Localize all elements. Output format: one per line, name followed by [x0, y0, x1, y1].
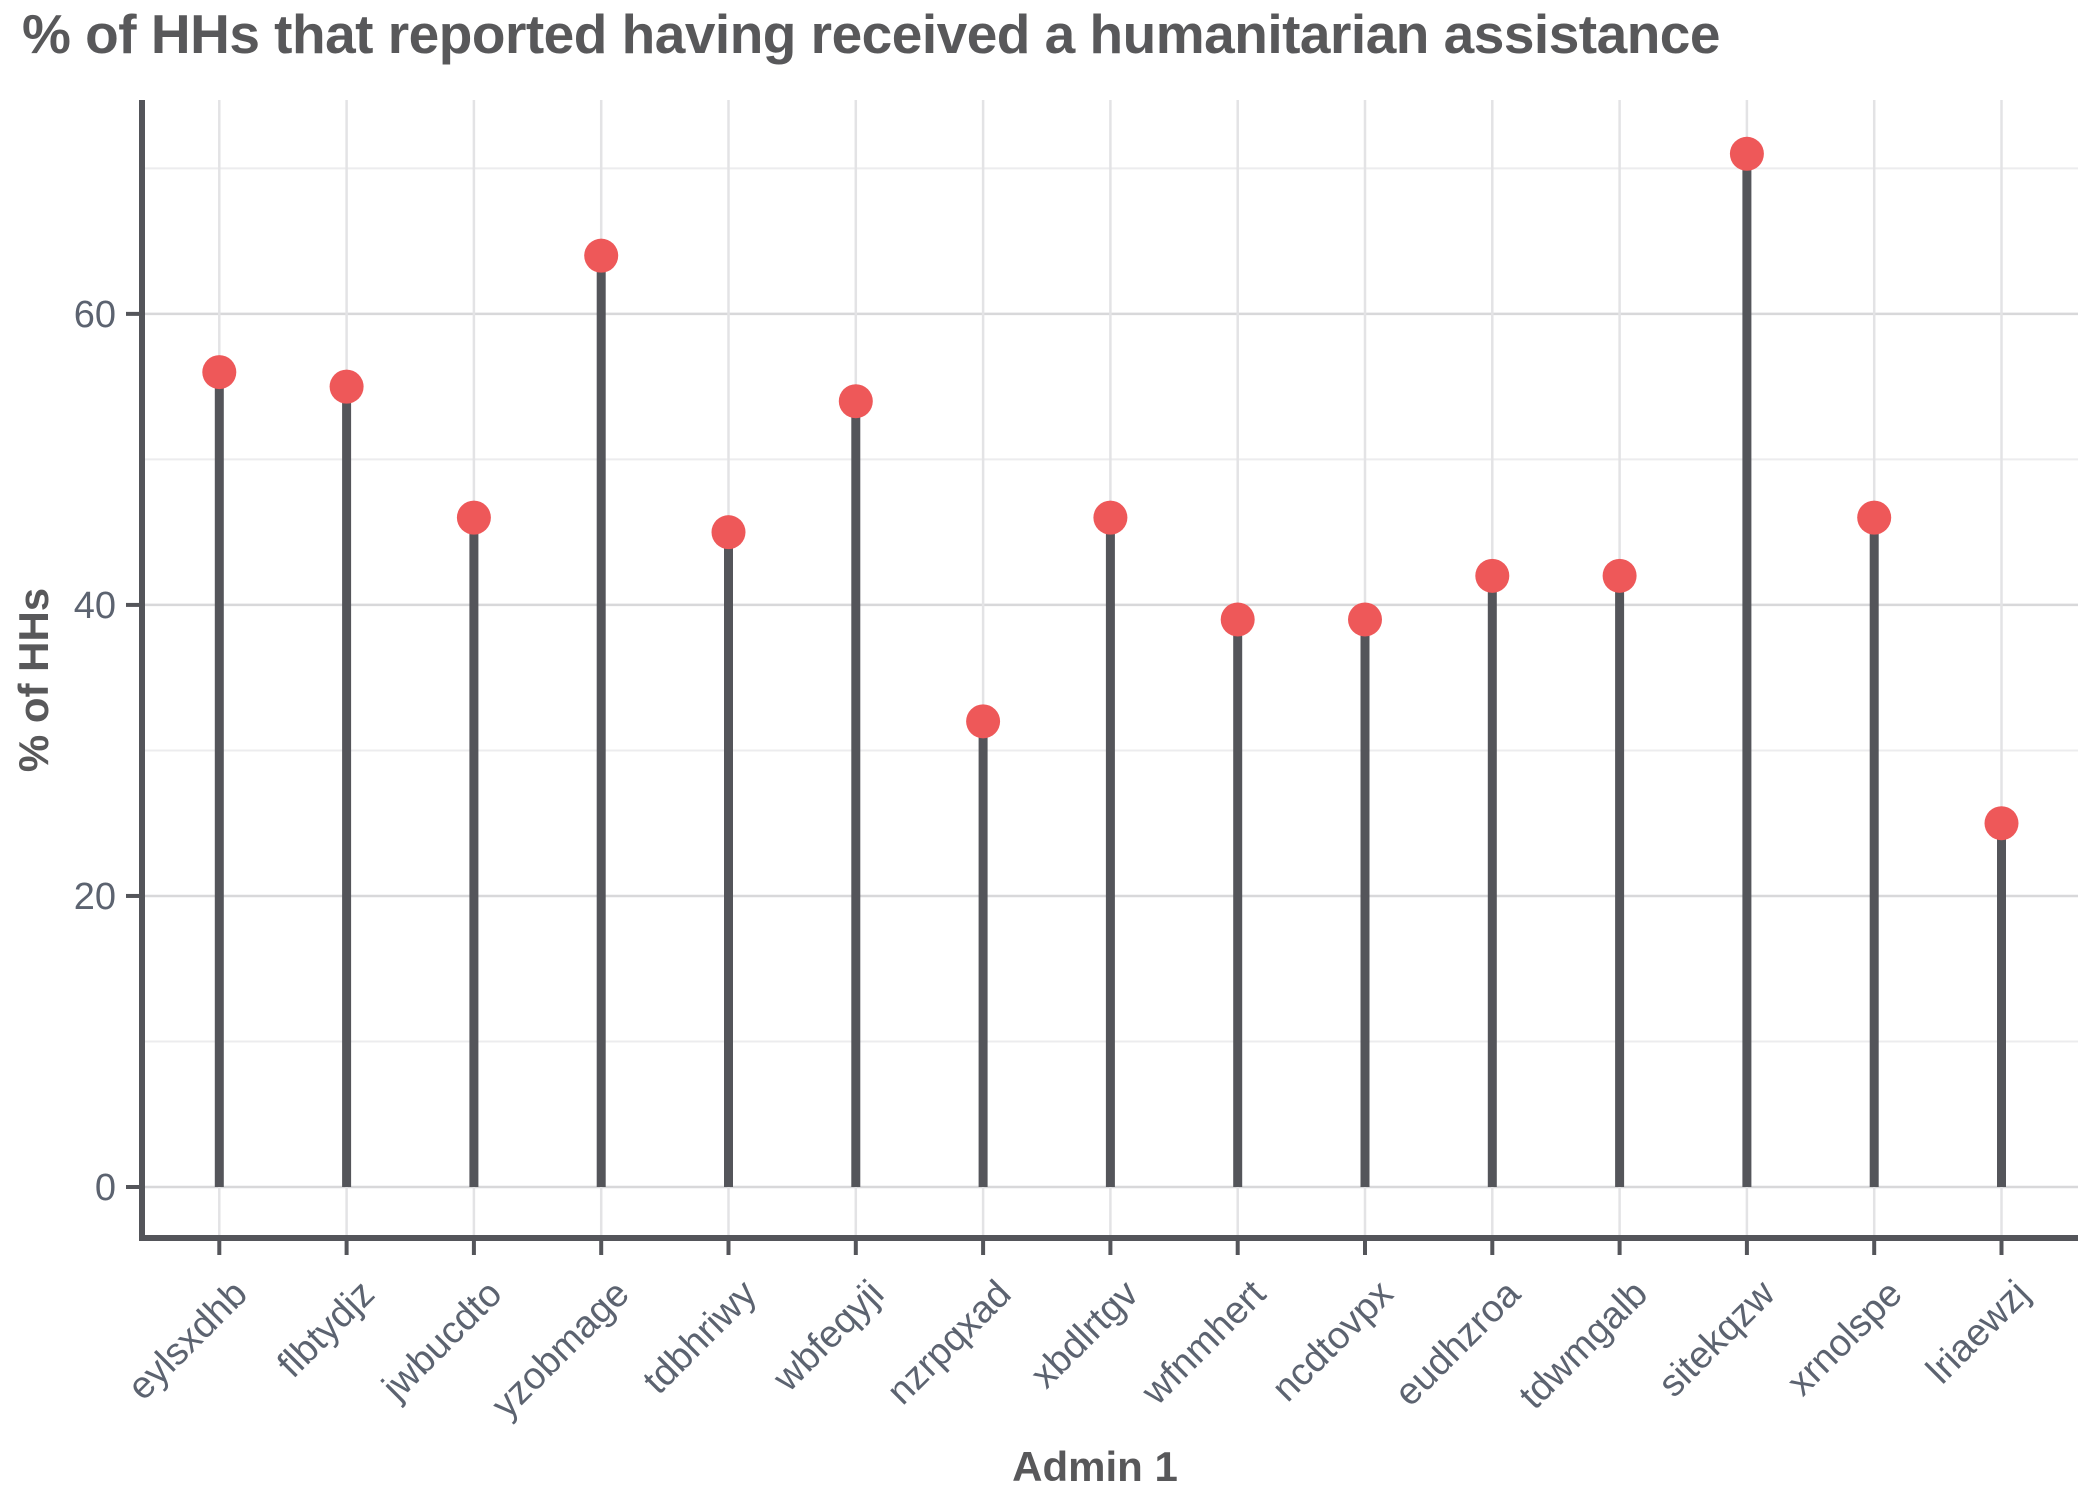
x-tick-label-eylsxdhb: eylsxdhb — [120, 1273, 256, 1409]
point-wfnmhert — [1220, 602, 1255, 637]
y-axis-title-text: % of HHs — [10, 587, 57, 773]
x-tick-label-flbtydjz: flbtydjz — [270, 1273, 383, 1386]
point-xbdlrtgv — [1093, 500, 1128, 535]
x-tick-label-xrnolspe: xrnolspe — [1779, 1273, 1910, 1404]
point-eylsxdhb — [202, 355, 237, 390]
point-lriaewzj — [1984, 806, 2019, 841]
point-wbfeqyji — [838, 384, 873, 419]
point-xrnolspe — [1857, 500, 1892, 535]
point-eudhzroa — [1475, 558, 1510, 593]
x-tick-label-eudhzroa: eudhzroa — [1387, 1272, 1529, 1414]
x-tick-label-wfnmhert: wfnmhert — [1133, 1272, 1274, 1413]
point-flbtydjz — [329, 369, 364, 404]
x-axis-title: Admin 1 — [0, 1443, 2100, 1491]
x-tick-label-ncdtovpx: ncdtovpx — [1264, 1273, 1401, 1410]
point-sitekqzw — [1729, 136, 1764, 171]
y-tick-label-0: 0 — [95, 1167, 116, 1209]
point-tdwmgalb — [1602, 558, 1637, 593]
point-jwbucdto — [456, 500, 491, 535]
point-nzrpqxad — [966, 704, 1001, 739]
x-tick-label-sitekqzw: sitekqzw — [1651, 1272, 1784, 1405]
x-tick-label-nzrpqxad: nzrpqxad — [879, 1273, 1019, 1413]
x-tick-label-jwbucdto: jwbucdto — [374, 1273, 510, 1409]
x-tick-label-yzobmage: yzobmage — [484, 1273, 638, 1427]
point-yzobmage — [584, 238, 619, 273]
x-tick-label-wbfeqyji: wbfeqyji — [765, 1273, 892, 1400]
y-tick-label-20: 20 — [74, 876, 116, 918]
y-tick-label-60: 60 — [74, 294, 116, 336]
y-tick-label-40: 40 — [74, 585, 116, 627]
x-tick-label-lriaewzj: lriaewzj — [1919, 1273, 2038, 1392]
chart-title: % of HHs that reported having received a… — [22, 3, 1720, 65]
x-axis-title-text: Admin 1 — [1012, 1443, 1178, 1490]
x-tick-label-tdbhriwy: tdbhriwy — [635, 1273, 765, 1403]
point-tdbhriwy — [711, 515, 746, 550]
point-ncdtovpx — [1348, 602, 1382, 637]
x-tick-label-xbdlrtgv: xbdlrtgv — [1023, 1273, 1147, 1397]
x-tick-label-tdwmgalb: tdwmgalb — [1511, 1273, 1656, 1418]
y-axis-title: % of HHs — [10, 496, 58, 772]
